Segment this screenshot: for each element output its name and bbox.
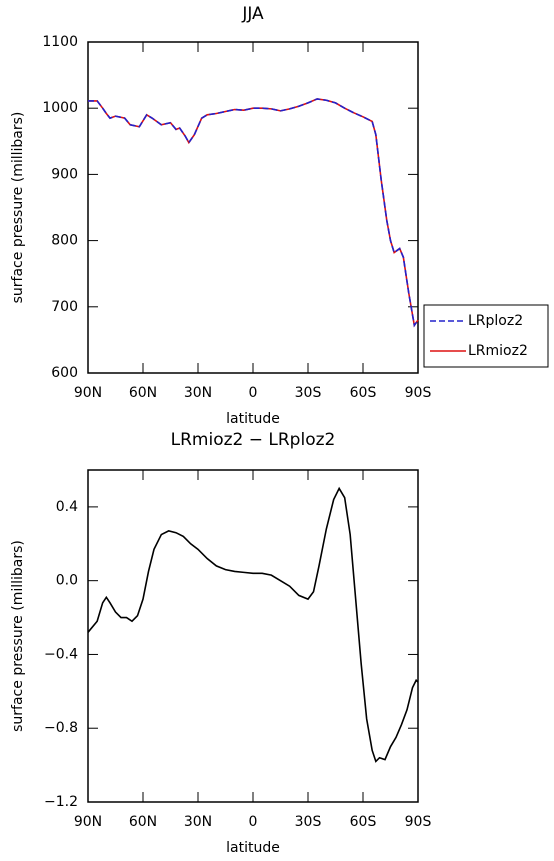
x-tick-label: 60S — [350, 814, 377, 830]
x-axis-label: latitude — [226, 411, 280, 427]
y-tick-label: 600 — [51, 365, 78, 381]
y-tick-label: −0.8 — [44, 720, 78, 736]
data-line — [87, 486, 419, 763]
legend-box — [423, 304, 549, 368]
plot-frame — [87, 41, 419, 374]
y-tick-label: 0.0 — [56, 573, 78, 589]
y-axis-label: surface pressure (millibars) — [10, 112, 26, 304]
x-tick-label: 60N — [129, 814, 157, 830]
plot-frame — [87, 469, 419, 803]
x-tick-label: 30S — [295, 385, 322, 401]
x-tick-label: 60S — [350, 385, 377, 401]
y-tick-label: −0.4 — [44, 646, 78, 662]
legend-label: LRmioz2 — [468, 343, 528, 359]
y-tick-label: −1.2 — [44, 794, 78, 810]
x-tick-label: 30S — [295, 814, 322, 830]
x-tick-label: 90N — [74, 385, 102, 401]
x-tick-label: 0 — [249, 814, 258, 830]
y-axis-label: surface pressure (millibars) — [10, 540, 26, 732]
x-tick-label: 90S — [405, 814, 432, 830]
chart-title: LRmioz2 − LRploz2 — [171, 430, 336, 450]
x-tick-label: 90N — [74, 814, 102, 830]
legend-label: LRploz2 — [468, 313, 523, 329]
x-tick-label: 0 — [249, 385, 258, 401]
data-line — [88, 98, 419, 328]
y-tick-label: 900 — [51, 166, 78, 182]
x-tick-label: 60N — [129, 385, 157, 401]
y-tick-label: 700 — [51, 299, 78, 315]
data-line — [88, 98, 419, 328]
y-tick-label: 800 — [51, 233, 78, 249]
x-tick-label: 90S — [405, 385, 432, 401]
y-tick-label: 1000 — [42, 100, 78, 116]
x-tick-label: 30N — [184, 814, 212, 830]
x-axis-label: latitude — [226, 840, 280, 856]
y-tick-label: 0.4 — [56, 499, 78, 515]
chart-title: JJA — [241, 4, 264, 24]
y-tick-label: 1100 — [42, 34, 78, 50]
x-tick-label: 30N — [184, 385, 212, 401]
